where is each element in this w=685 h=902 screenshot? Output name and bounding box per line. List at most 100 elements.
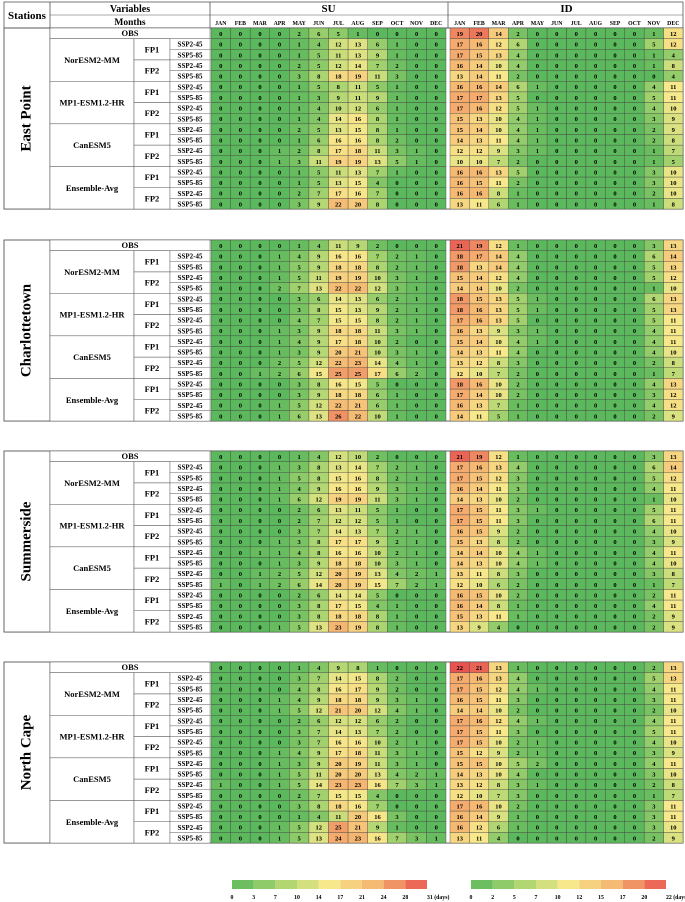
su-cell-value: 0 xyxy=(258,740,261,747)
fp-label: FP1 xyxy=(145,44,160,54)
id-cell-value: 2 xyxy=(516,74,519,81)
id-cell-value: 0 xyxy=(613,52,616,59)
su-cell-value: 0 xyxy=(435,718,438,725)
id-cell-value: 14 xyxy=(456,560,463,567)
su-month-label: MAR xyxy=(253,21,268,27)
model-label-box xyxy=(49,250,135,294)
su-cell-value: 1 xyxy=(395,84,398,91)
id-cell-value: 10 xyxy=(495,708,502,715)
su-cell-value: 0 xyxy=(219,31,222,38)
fp-label: FP1 xyxy=(145,384,160,394)
id-cell-value: 16 xyxy=(476,465,483,472)
su-cell-value: 0 xyxy=(258,676,261,683)
su-cell-value: 0 xyxy=(258,254,261,261)
id-cell-value: 0 xyxy=(575,518,578,525)
su-cell-value: 0 xyxy=(258,127,261,134)
su-cell-value: 0 xyxy=(435,191,438,198)
id-cell-value: 12 xyxy=(476,148,483,155)
model-label-box xyxy=(49,166,135,210)
id-cell-value: 18 xyxy=(456,381,463,388)
id-cell-value: 16 xyxy=(456,592,463,599)
id-cell-value: 5 xyxy=(672,159,676,166)
su-cell-value: 9 xyxy=(376,307,380,314)
id-cell-value: 11 xyxy=(670,686,676,693)
su-cell-value: 10 xyxy=(374,413,381,420)
id-cell-value: 7 xyxy=(497,403,501,410)
su-cell-value: 13 xyxy=(355,729,362,736)
su-cell-value: 11 xyxy=(374,74,380,81)
id-cell-value: 0 xyxy=(575,708,578,715)
id-cell-value: 10 xyxy=(670,180,677,187)
su-cell-value: 2 xyxy=(298,592,301,599)
id-cell-value: 15 xyxy=(476,697,483,704)
station-name: Charlottetown xyxy=(18,283,34,377)
id-cell-value: 0 xyxy=(555,95,558,102)
id-cell-value: 2 xyxy=(652,708,655,715)
id-cell-value: 7 xyxy=(672,148,676,155)
su-cell-value: 2 xyxy=(376,243,379,250)
id-cell-value: 0 xyxy=(594,782,597,789)
id-cell-value: 0 xyxy=(594,52,597,59)
id-cell-value: 19 xyxy=(476,243,483,250)
id-cell-value: 12 xyxy=(456,582,463,589)
id-cell-value: 1 xyxy=(536,84,539,91)
ssp-label: SSP5-85 xyxy=(178,370,203,378)
id-cell-value: 0 xyxy=(575,148,578,155)
su-cell-value: 0 xyxy=(219,63,222,70)
su-cell-value: 17 xyxy=(335,539,342,546)
su-cell-value: 16 xyxy=(355,475,362,482)
su-cell-value: 14 xyxy=(335,296,342,303)
su-legend-swatch xyxy=(362,880,384,889)
su-cell-value: 0 xyxy=(278,729,281,736)
su-cell-value: 0 xyxy=(278,454,281,461)
su-cell-value: 5 xyxy=(298,264,302,271)
su-cell-value: 0 xyxy=(239,708,242,715)
ssp-label: SSP5-85 xyxy=(178,685,203,693)
su-cell-value: 16 xyxy=(355,550,362,557)
id-cell-value: 0 xyxy=(536,665,539,672)
id-cell-value: 0 xyxy=(613,497,616,504)
su-cell-value: 6 xyxy=(376,106,380,113)
su-month-label: JUL xyxy=(333,21,344,27)
su-cell-value: 0 xyxy=(239,403,242,410)
id-legend-tick: 2 xyxy=(491,895,494,901)
id-cell-value: 0 xyxy=(594,454,597,461)
su-cell-value: 13 xyxy=(355,169,362,176)
su-cell-value: 19 xyxy=(355,275,362,282)
su-cell-value: 8 xyxy=(376,318,380,325)
id-cell-value: 0 xyxy=(575,497,578,504)
su-cell-value: 1 xyxy=(415,740,418,747)
id-cell-value: 0 xyxy=(613,475,616,482)
su-cell-value: 19 xyxy=(355,624,362,631)
id-cell-value: 0 xyxy=(555,497,558,504)
su-cell-value: 1 xyxy=(395,169,398,176)
su-cell-value: 18 xyxy=(335,328,342,335)
id-cell-value: 12 xyxy=(495,686,502,693)
id-cell-value: 0 xyxy=(555,307,558,314)
id-cell-value: 0 xyxy=(633,729,636,736)
su-cell-value: 1 xyxy=(435,771,438,778)
su-cell-value: 0 xyxy=(415,793,418,800)
id-cell-value: 15 xyxy=(476,180,483,187)
id-cell-value: 0 xyxy=(555,782,558,789)
id-cell-value: 0 xyxy=(594,127,597,134)
su-cell-value: 0 xyxy=(258,63,261,70)
su-cell-value: 0 xyxy=(415,42,418,49)
id-cell-value: 0 xyxy=(633,307,636,314)
su-cell-value: 0 xyxy=(258,539,261,546)
su-cell-value: 0 xyxy=(219,286,222,293)
id-cell-value: 0 xyxy=(555,750,558,757)
id-cell-value: 0 xyxy=(613,740,616,747)
su-month-label: OCT xyxy=(391,21,404,27)
su-cell-value: 0 xyxy=(415,180,418,187)
id-cell-value: 0 xyxy=(575,803,578,810)
id-cell-value: 10 xyxy=(670,106,677,113)
su-cell-value: 0 xyxy=(415,339,418,346)
su-cell-value: 0 xyxy=(219,275,222,282)
su-cell-value: 0 xyxy=(278,392,281,399)
su-legend-tick: 3 xyxy=(252,895,255,901)
id-cell-value: 15 xyxy=(476,761,483,768)
id-cell-value: 0 xyxy=(594,475,597,482)
su-cell-value: 0 xyxy=(239,296,242,303)
su-cell-value: 0 xyxy=(278,106,281,113)
